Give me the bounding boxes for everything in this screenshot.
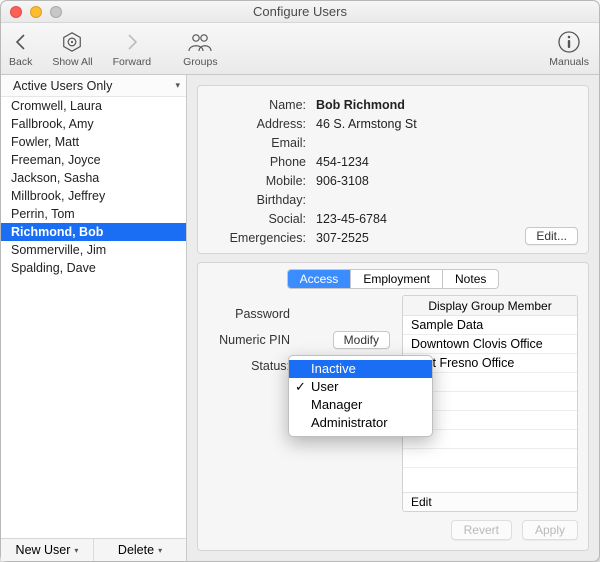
access-left: Password Numeric PIN Modify Status: Inac… xyxy=(208,295,392,512)
status-option[interactable]: Manager xyxy=(289,396,432,414)
user-list-item[interactable]: Jackson, Sasha xyxy=(1,169,186,187)
show-all-label: Show All xyxy=(52,56,92,68)
minimize-icon[interactable] xyxy=(30,6,42,18)
show-all-button[interactable] xyxy=(61,29,83,55)
birthday-label: Birthday: xyxy=(210,193,306,207)
email-value xyxy=(316,136,576,150)
emergencies-label: Emergencies: xyxy=(210,231,306,245)
mobile-value: 906-3108 xyxy=(316,174,576,188)
back-label: Back xyxy=(9,56,32,68)
filter-dropdown[interactable]: Active Users Only ▾ xyxy=(1,75,186,97)
group-list-item[interactable]: Sample Data xyxy=(403,316,577,335)
mobile-label: Mobile: xyxy=(210,174,306,188)
social-label: Social: xyxy=(210,212,306,226)
window-controls xyxy=(1,6,62,18)
close-icon[interactable] xyxy=(10,6,22,18)
user-list-item[interactable]: Cromwell, Laura xyxy=(1,97,186,115)
user-list-item[interactable]: Perrin, Tom xyxy=(1,205,186,223)
toolbar: Back Show All Forward xyxy=(1,23,599,75)
user-list-item[interactable]: Fowler, Matt xyxy=(1,133,186,151)
sidebar-footer: New User▾ Delete▾ xyxy=(1,538,186,561)
filter-label: Active Users Only xyxy=(13,79,112,93)
new-user-button[interactable]: New User▾ xyxy=(1,539,94,561)
forward-label: Forward xyxy=(113,56,152,68)
user-list-item[interactable]: Freeman, Joyce xyxy=(1,151,186,169)
status-option[interactable]: Administrator xyxy=(289,414,432,432)
status-option[interactable]: ✓User xyxy=(289,378,432,396)
groups-label: Groups xyxy=(183,56,217,68)
user-list-item[interactable]: Millbrook, Jeffrey xyxy=(1,187,186,205)
tab-access[interactable]: Access xyxy=(288,270,352,288)
pin-label: Numeric PIN xyxy=(212,333,300,347)
info-panel: Name: Bob Richmond Address: 46 S. Armsto… xyxy=(197,85,589,254)
tabs-panel: AccessEmploymentNotes Password Numeric P… xyxy=(197,262,589,551)
user-list: Cromwell, LauraFallbrook, AmyFowler, Mat… xyxy=(1,97,186,538)
password-label: Password xyxy=(212,307,300,321)
group-list-item xyxy=(403,449,577,468)
access-tab-body: Password Numeric PIN Modify Status: Inac… xyxy=(208,295,578,512)
tab-employment[interactable]: Employment xyxy=(351,270,443,288)
user-list-item[interactable]: Fallbrook, Amy xyxy=(1,115,186,133)
status-option[interactable]: Inactive xyxy=(289,360,432,378)
chevron-down-icon: ▾ xyxy=(74,546,78,555)
user-list-item[interactable]: Spalding, Dave xyxy=(1,259,186,277)
manuals-label: Manuals xyxy=(549,56,589,68)
revert-button[interactable]: Revert xyxy=(451,520,512,540)
address-label: Address: xyxy=(210,117,306,131)
phone-label: Phone xyxy=(210,155,306,169)
status-dropdown[interactable]: Inactive✓UserManagerAdministrator xyxy=(288,355,433,437)
user-list-item[interactable]: Richmond, Bob xyxy=(1,223,186,241)
edit-button[interactable]: Edit... xyxy=(525,227,578,245)
group-header: Display Group Member xyxy=(403,296,577,316)
manuals-button[interactable] xyxy=(556,29,582,55)
user-list-item[interactable]: Sommerville, Jim xyxy=(1,241,186,259)
window: Configure Users Back Show All xyxy=(0,0,600,562)
tab-notes[interactable]: Notes xyxy=(443,270,498,288)
footer-buttons: Revert Apply xyxy=(208,512,578,540)
nav-group: Back Show All Forward xyxy=(9,29,151,68)
status-label: Status: xyxy=(212,359,300,373)
detail-pane: Name: Bob Richmond Address: 46 S. Armsto… xyxy=(187,75,599,561)
groups-group: Groups xyxy=(183,29,217,68)
delete-button[interactable]: Delete▾ xyxy=(94,539,186,561)
window-title: Configure Users xyxy=(1,4,599,19)
check-icon: ✓ xyxy=(295,378,306,396)
name-label: Name: xyxy=(210,98,306,112)
apply-button[interactable]: Apply xyxy=(522,520,578,540)
modify-button[interactable]: Modify xyxy=(333,331,390,349)
groups-button[interactable] xyxy=(186,29,214,55)
group-edit-button[interactable]: Edit xyxy=(403,492,577,511)
social-value: 123-45-6784 xyxy=(316,212,576,226)
content: Active Users Only ▾ Cromwell, LauraFallb… xyxy=(1,75,599,561)
back-button[interactable] xyxy=(10,29,32,55)
name-value: Bob Richmond xyxy=(316,98,576,112)
sidebar: Active Users Only ▾ Cromwell, LauraFallb… xyxy=(1,75,187,561)
titlebar: Configure Users xyxy=(1,1,599,23)
address-value: 46 S. Armstong St xyxy=(316,117,576,131)
birthday-value xyxy=(316,193,576,207)
zoom-icon[interactable] xyxy=(50,6,62,18)
email-label: Email: xyxy=(210,136,306,150)
chevron-down-icon: ▾ xyxy=(158,546,162,555)
phone-value: 454-1234 xyxy=(316,155,576,169)
forward-button xyxy=(121,29,143,55)
chevron-down-icon: ▾ xyxy=(175,80,180,91)
group-list-item[interactable]: Downtown Clovis Office xyxy=(403,335,577,354)
manuals-group: Manuals xyxy=(549,29,589,68)
tab-bar: AccessEmploymentNotes xyxy=(287,269,500,289)
